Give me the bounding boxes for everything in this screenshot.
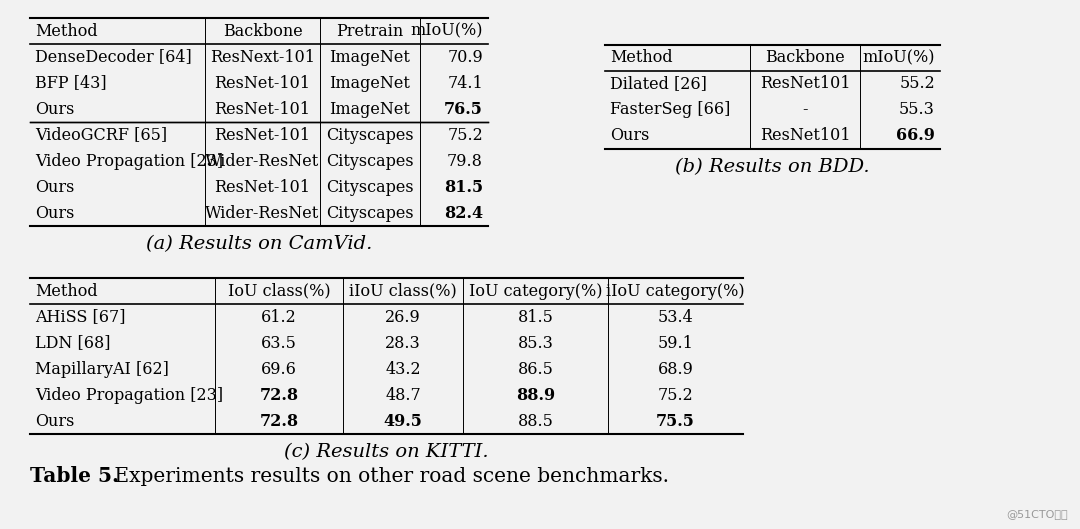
Text: 70.9: 70.9 (447, 49, 483, 66)
Text: 48.7: 48.7 (386, 387, 421, 404)
Text: Ours: Ours (35, 178, 75, 196)
Text: mIoU(%): mIoU(%) (863, 50, 935, 67)
Text: ImageNet: ImageNet (329, 49, 410, 66)
Text: 55.3: 55.3 (900, 102, 935, 118)
Text: 76.5: 76.5 (444, 101, 483, 117)
Text: 88.9: 88.9 (516, 387, 555, 404)
Text: 53.4: 53.4 (658, 308, 693, 325)
Text: Method: Method (35, 23, 97, 40)
Text: 75.2: 75.2 (658, 387, 693, 404)
Text: Ours: Ours (35, 413, 75, 430)
Text: Cityscapes: Cityscapes (326, 205, 414, 222)
Text: Pretrain: Pretrain (336, 23, 404, 40)
Text: (b) Results on BDD.: (b) Results on BDD. (675, 158, 869, 176)
Text: Cityscapes: Cityscapes (326, 126, 414, 143)
Text: 81.5: 81.5 (444, 178, 483, 196)
Text: Backbone: Backbone (222, 23, 302, 40)
Text: 88.5: 88.5 (517, 413, 553, 430)
Text: BFP [43]: BFP [43] (35, 75, 107, 92)
Text: Experiments results on other road scene benchmarks.: Experiments results on other road scene … (108, 467, 669, 486)
Text: ResNet101: ResNet101 (759, 127, 850, 144)
Text: 74.1: 74.1 (447, 75, 483, 92)
Text: Table 5.: Table 5. (30, 466, 119, 486)
Text: Video Propagation [23]: Video Propagation [23] (35, 152, 224, 169)
Text: FasterSeg [66]: FasterSeg [66] (610, 102, 730, 118)
Text: 81.5: 81.5 (517, 308, 553, 325)
Text: Ours: Ours (35, 205, 75, 222)
Text: 63.5: 63.5 (261, 334, 297, 351)
Text: -: - (802, 102, 808, 118)
Text: Method: Method (610, 50, 673, 67)
Text: Cityscapes: Cityscapes (326, 152, 414, 169)
Text: Wider-ResNet: Wider-ResNet (205, 152, 320, 169)
Text: Video Propagation [23]: Video Propagation [23] (35, 387, 224, 404)
Text: DenseDecoder [64]: DenseDecoder [64] (35, 49, 192, 66)
Text: Cityscapes: Cityscapes (326, 178, 414, 196)
Text: MapillaryAI [62]: MapillaryAI [62] (35, 360, 168, 378)
Text: 86.5: 86.5 (517, 360, 553, 378)
Text: 75.2: 75.2 (447, 126, 483, 143)
Text: @51CTO博客: @51CTO博客 (1007, 509, 1068, 519)
Text: Ours: Ours (35, 101, 75, 117)
Text: Wider-ResNet: Wider-ResNet (205, 205, 320, 222)
Text: ResNet-101: ResNet-101 (215, 126, 311, 143)
Text: Method: Method (35, 282, 97, 299)
Text: 59.1: 59.1 (658, 334, 693, 351)
Text: 79.8: 79.8 (447, 152, 483, 169)
Text: AHiSS [67]: AHiSS [67] (35, 308, 125, 325)
Text: ResNet101: ResNet101 (759, 76, 850, 93)
Text: LDN [68]: LDN [68] (35, 334, 110, 351)
Text: 26.9: 26.9 (386, 308, 421, 325)
Text: 61.2: 61.2 (261, 308, 297, 325)
Text: ResNet-101: ResNet-101 (215, 75, 311, 92)
Text: 82.4: 82.4 (444, 205, 483, 222)
Text: ImageNet: ImageNet (329, 101, 410, 117)
Text: ResNet-101: ResNet-101 (215, 178, 311, 196)
Text: 85.3: 85.3 (517, 334, 553, 351)
Text: 72.8: 72.8 (259, 387, 298, 404)
Text: IoU class(%): IoU class(%) (228, 282, 330, 299)
Text: 68.9: 68.9 (658, 360, 693, 378)
Text: ImageNet: ImageNet (329, 75, 410, 92)
Text: mIoU(%): mIoU(%) (410, 23, 483, 40)
Text: 43.2: 43.2 (386, 360, 421, 378)
Text: iIoU category(%): iIoU category(%) (606, 282, 745, 299)
Text: Dilated [26]: Dilated [26] (610, 76, 707, 93)
Text: 49.5: 49.5 (383, 413, 422, 430)
Text: 66.9: 66.9 (896, 127, 935, 144)
Text: (a) Results on CamVid.: (a) Results on CamVid. (146, 235, 373, 253)
Text: 75.5: 75.5 (656, 413, 694, 430)
Text: 72.8: 72.8 (259, 413, 298, 430)
Text: Ours: Ours (610, 127, 649, 144)
Text: Backbone: Backbone (765, 50, 845, 67)
Text: VideoGCRF [65]: VideoGCRF [65] (35, 126, 167, 143)
Text: IoU category(%): IoU category(%) (469, 282, 603, 299)
Text: (c) Results on KITTI.: (c) Results on KITTI. (284, 443, 489, 461)
Text: 28.3: 28.3 (386, 334, 421, 351)
Text: ResNet-101: ResNet-101 (215, 101, 311, 117)
Text: ResNext-101: ResNext-101 (210, 49, 315, 66)
Text: iIoU class(%): iIoU class(%) (349, 282, 457, 299)
Text: 55.2: 55.2 (900, 76, 935, 93)
Text: 69.6: 69.6 (261, 360, 297, 378)
